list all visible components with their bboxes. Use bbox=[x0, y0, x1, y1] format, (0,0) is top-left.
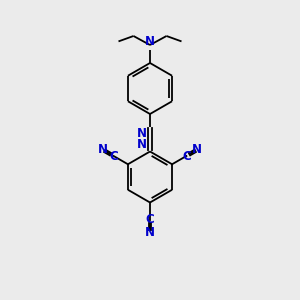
Text: C: C bbox=[146, 213, 154, 226]
Text: C: C bbox=[182, 149, 191, 163]
Text: N: N bbox=[145, 226, 155, 239]
Text: N: N bbox=[98, 143, 108, 156]
Text: N: N bbox=[145, 35, 155, 48]
Text: N: N bbox=[136, 138, 147, 151]
Text: C: C bbox=[109, 149, 118, 163]
Text: N: N bbox=[136, 127, 147, 140]
Text: N: N bbox=[192, 143, 202, 156]
